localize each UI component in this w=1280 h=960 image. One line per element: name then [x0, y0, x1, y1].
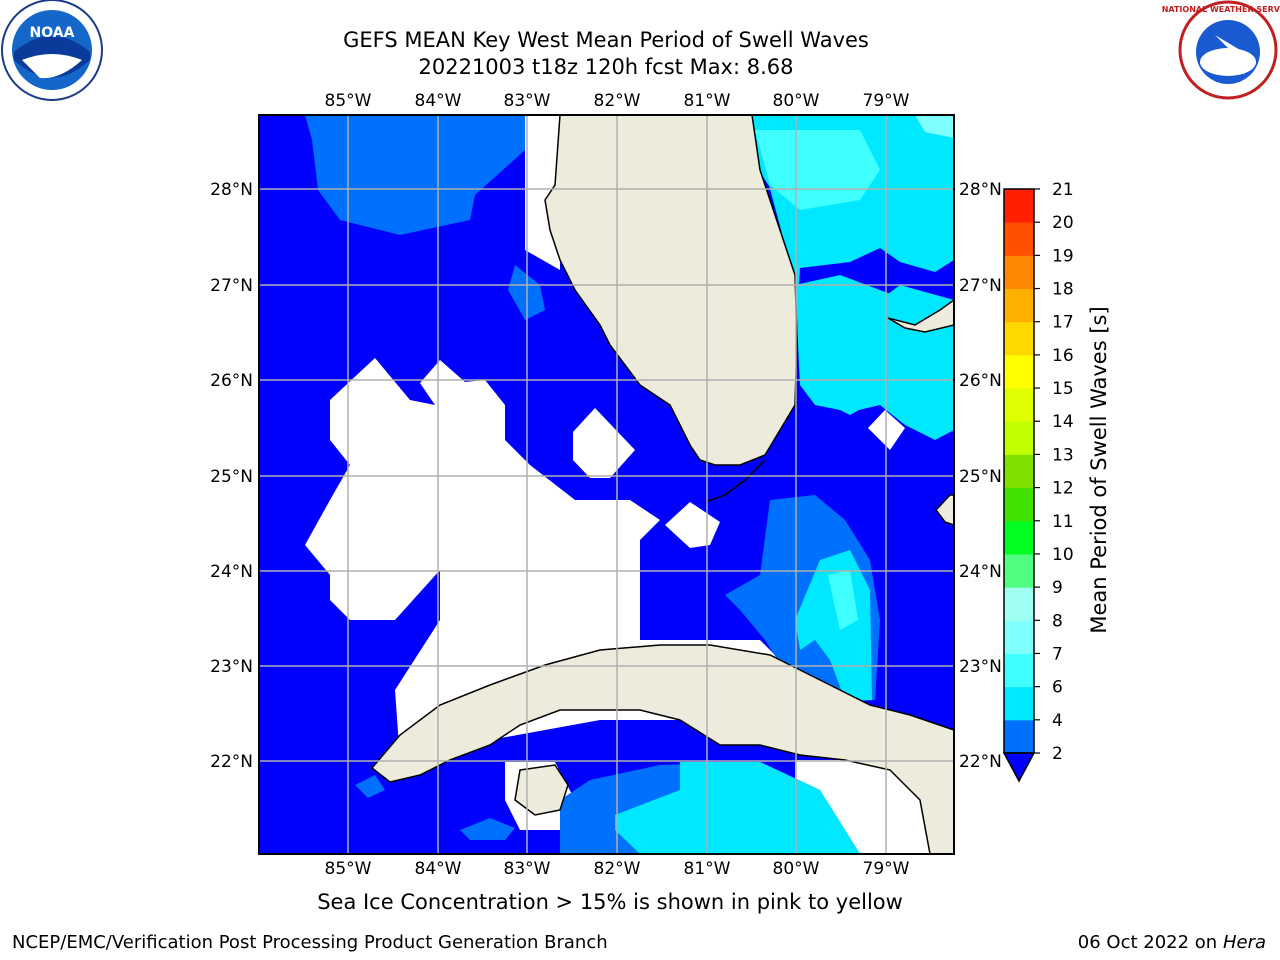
lat-tick-right: 27°N	[959, 276, 1002, 296]
colorbar-segment	[1004, 189, 1034, 223]
lon-tick-top: 84°W	[415, 91, 462, 111]
lat-tick-left: 23°N	[210, 657, 253, 677]
colorbar-tick-label: 12	[1052, 479, 1074, 499]
colorbar-segment	[1004, 553, 1034, 588]
lon-tick-bottom: 80°W	[773, 859, 820, 879]
colorbar-tick-label: 6	[1052, 678, 1063, 698]
lat-tick-left: 25°N	[210, 467, 253, 487]
lon-tick-bottom: 82°W	[594, 859, 641, 879]
date-stamp: 06 Oct 2022 on Hera	[1078, 932, 1266, 953]
colorbar-segment	[1004, 686, 1034, 721]
field-4-6-sw-patch-2	[355, 775, 385, 798]
date-text: 06 Oct 2022 on	[1077, 932, 1218, 953]
lon-tick-top: 80°W	[773, 91, 820, 111]
colorbar-tick-label: 8	[1052, 611, 1063, 631]
colorbar-tick-label: 14	[1052, 412, 1074, 432]
colorbar-segment	[1004, 388, 1034, 422]
machine-name: Hera	[1222, 932, 1266, 953]
colorbar-tick-label: 11	[1052, 512, 1074, 532]
nws-logo: NATIONAL WEATHER SERVICE	[1162, 0, 1280, 100]
colorbar-tick-label: 9	[1052, 578, 1063, 598]
nws-logo-text: NATIONAL WEATHER SERVICE	[1162, 5, 1280, 14]
colorbar-extend-triangle	[1002, 752, 1036, 783]
colorbar-tick-label: 17	[1052, 313, 1074, 333]
map-frame	[258, 114, 955, 855]
lon-tick-top: 85°W	[325, 91, 372, 111]
lon-tick-bottom: 79°W	[863, 859, 910, 879]
lat-tick-right: 24°N	[959, 562, 1002, 582]
chart-subtitle: 20221003 t18z 120h fcst Max: 8.68	[418, 55, 794, 79]
colorbar-segment	[1004, 487, 1034, 522]
field-4-6-sw-patch	[460, 818, 515, 840]
colorbar-segment	[1004, 421, 1034, 455]
colorbar-segment	[1004, 321, 1034, 356]
colorbar-tick-label: 15	[1052, 379, 1074, 399]
nodata-island-1	[573, 408, 635, 478]
colorbar-frame	[1003, 188, 1035, 754]
gridlines	[259, 115, 954, 854]
field-4-6-nw	[305, 115, 525, 235]
field-6-8-south	[615, 762, 860, 854]
field-7-8-straits	[828, 570, 858, 630]
isle-of-youth	[514, 764, 569, 816]
cuba-land	[370, 644, 954, 854]
colorbar-label: Mean Period of Swell Waves [s]	[1087, 306, 1111, 633]
colorbar-tick-label: 7	[1052, 644, 1063, 664]
colorbar-tick-label: 10	[1052, 545, 1074, 565]
colorbar-segment	[1004, 587, 1034, 621]
field-6-8-east	[795, 275, 954, 440]
bahamas-andros	[935, 494, 954, 526]
lat-tick-right: 22°N	[959, 752, 1002, 772]
noaa-logo-text: NOAA	[30, 25, 75, 41]
colorbar-segment	[1004, 222, 1034, 256]
colorbar-tick-label: 18	[1052, 280, 1074, 300]
colorbar-segment	[1004, 255, 1034, 290]
colorbar-tick-label: 2	[1052, 744, 1063, 764]
lon-tick-bottom: 81°W	[684, 859, 731, 879]
lat-tick-right: 26°N	[959, 371, 1002, 391]
colorbar-segment	[1004, 454, 1034, 489]
field-8-9-ne	[915, 115, 954, 138]
chart-title: GEFS MEAN Key West Mean Period of Swell …	[343, 28, 869, 52]
colorbar-segment	[1004, 288, 1034, 323]
lat-tick-left: 27°N	[210, 276, 253, 296]
lat-tick-left: 28°N	[210, 180, 253, 200]
colorbar-segment	[1004, 653, 1034, 688]
colorbar-tick-label: 16	[1052, 346, 1074, 366]
lon-tick-top: 83°W	[504, 91, 551, 111]
colorbar-tick-label: 13	[1052, 445, 1074, 465]
lat-tick-right: 23°N	[959, 657, 1002, 677]
sea-ice-note: Sea Ice Concentration > 15% is shown in …	[317, 890, 903, 914]
bahamas-grand	[887, 299, 954, 333]
lon-tick-top: 82°W	[594, 91, 641, 111]
colorbar-segment	[1004, 620, 1034, 654]
lon-tick-bottom: 83°W	[504, 859, 551, 879]
colorbar-tick-label: 4	[1052, 711, 1063, 731]
colorbar-tick-label: 20	[1052, 213, 1074, 233]
colorbar-segment	[1004, 520, 1034, 555]
florida-land	[544, 115, 798, 466]
colorbar-tick-label: 19	[1052, 246, 1074, 266]
lat-tick-left: 22°N	[210, 752, 253, 772]
lon-tick-top: 79°W	[863, 91, 910, 111]
noaa-logo: NOAA	[1, 0, 103, 101]
lon-tick-top: 81°W	[684, 91, 731, 111]
credit-text: NCEP/EMC/Verification Post Processing Pr…	[12, 932, 608, 953]
keys-line	[704, 459, 766, 503]
colorbar: 2 4 6 7 8 9 10 11 12 13 14 15 16 17 18 19 20 21	[1002, 180, 1074, 783]
lat-tick-left: 24°N	[210, 562, 253, 582]
field-7-8-patch	[755, 130, 880, 210]
lon-tick-bottom: 85°W	[325, 859, 372, 879]
lat-tick-right: 28°N	[959, 180, 1002, 200]
lat-tick-right: 25°N	[959, 467, 1002, 487]
lat-tick-left: 26°N	[210, 371, 253, 391]
colorbar-tick-label: 21	[1052, 180, 1074, 200]
lon-tick-bottom: 84°W	[415, 859, 462, 879]
colorbar-segment	[1004, 354, 1034, 389]
colorbar-segment	[1004, 719, 1034, 754]
